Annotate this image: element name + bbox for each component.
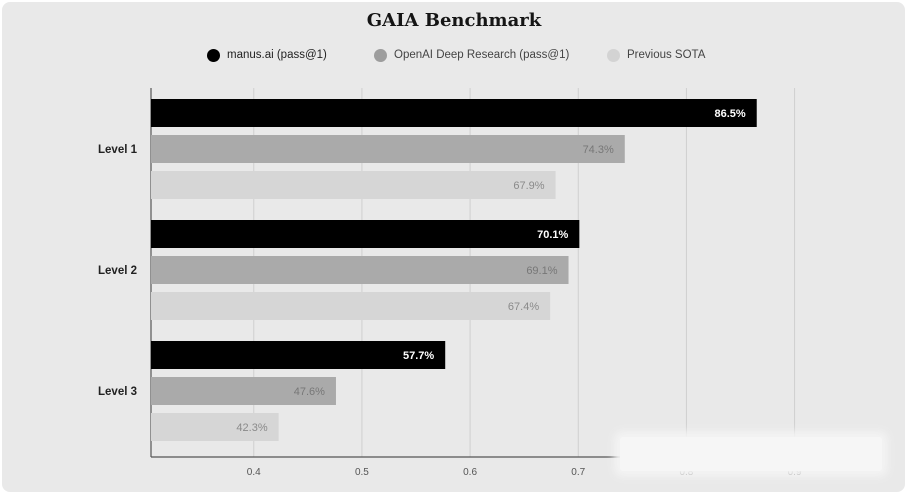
category-label-level-3: Level 3 [98, 386, 137, 398]
bar-s0-level-1 [151, 99, 757, 127]
legend-item-manus: manus.ai (pass@1) [207, 47, 327, 63]
bar-s2-level-3 [151, 413, 279, 441]
bar-s2-level-2 [151, 292, 551, 320]
legend-label-openai: OpenAI Deep Research (pass@1) [394, 49, 570, 61]
bar-s1-level-3 [151, 377, 336, 405]
chart-title: GAIA Benchmark [366, 10, 542, 31]
category-label-level-2: Level 2 [98, 265, 137, 277]
data-label-s2-level-1: 67.9% [513, 180, 544, 192]
data-label-s0-level-3: 57.7% [403, 350, 434, 362]
category-label-level-1: Level 1 [98, 144, 138, 156]
legend-label-previous-sota: Previous SOTA [627, 49, 706, 61]
legend-swatch-previous-sota [607, 48, 620, 62]
x-tick-label-5: 0.9 [788, 467, 802, 478]
legend-item-openai: OpenAI Deep Research (pass@1) [374, 47, 569, 63]
bar-s2-level-1 [151, 171, 556, 199]
data-label-s0-level-1: 86.5% [715, 108, 746, 120]
data-label-s1-level-3: 47.6% [294, 386, 325, 398]
legend-swatch-manus [207, 48, 220, 62]
x-tick-label-3: 0.7 [571, 467, 585, 478]
data-label-s1-level-2: 69.1% [526, 265, 557, 277]
data-label-s2-level-3: 42.3% [236, 422, 267, 434]
blurred-watermark-area [620, 437, 882, 471]
legend-label-manus: manus.ai (pass@1) [227, 49, 327, 61]
data-label-s0-level-2: 70.1% [537, 229, 568, 241]
x-tick-label-2: 0.6 [463, 467, 477, 478]
legend-swatch-openai [374, 48, 387, 62]
bar-s1-level-2 [151, 256, 569, 284]
x-tick-label-0: 0.4 [247, 467, 261, 478]
legend-item-previous-sota: Previous SOTA [607, 47, 705, 63]
data-label-s1-level-1: 74.3% [583, 144, 614, 156]
x-tick-label-4: 0.8 [679, 467, 693, 478]
data-label-s2-level-2: 67.4% [508, 301, 539, 313]
bar-s0-level-2 [151, 220, 580, 248]
bar-s0-level-3 [151, 341, 446, 369]
bar-s1-level-1 [151, 135, 625, 163]
x-tick-label-1: 0.5 [355, 467, 369, 478]
